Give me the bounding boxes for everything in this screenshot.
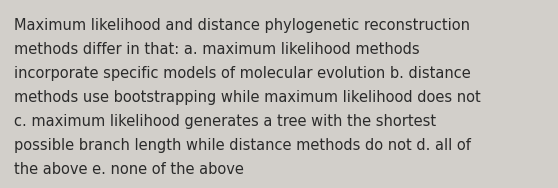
Text: incorporate specific models of molecular evolution b. distance: incorporate specific models of molecular…: [14, 66, 471, 81]
Text: c. maximum likelihood generates a tree with the shortest: c. maximum likelihood generates a tree w…: [14, 114, 436, 129]
Text: the above e. none of the above: the above e. none of the above: [14, 162, 244, 177]
Text: methods use bootstrapping while maximum likelihood does not: methods use bootstrapping while maximum …: [14, 90, 481, 105]
Text: methods differ in that: a. maximum likelihood methods: methods differ in that: a. maximum likel…: [14, 42, 420, 57]
Text: possible branch length while distance methods do not d. all of: possible branch length while distance me…: [14, 138, 471, 153]
Text: Maximum likelihood and distance phylogenetic reconstruction: Maximum likelihood and distance phylogen…: [14, 18, 470, 33]
